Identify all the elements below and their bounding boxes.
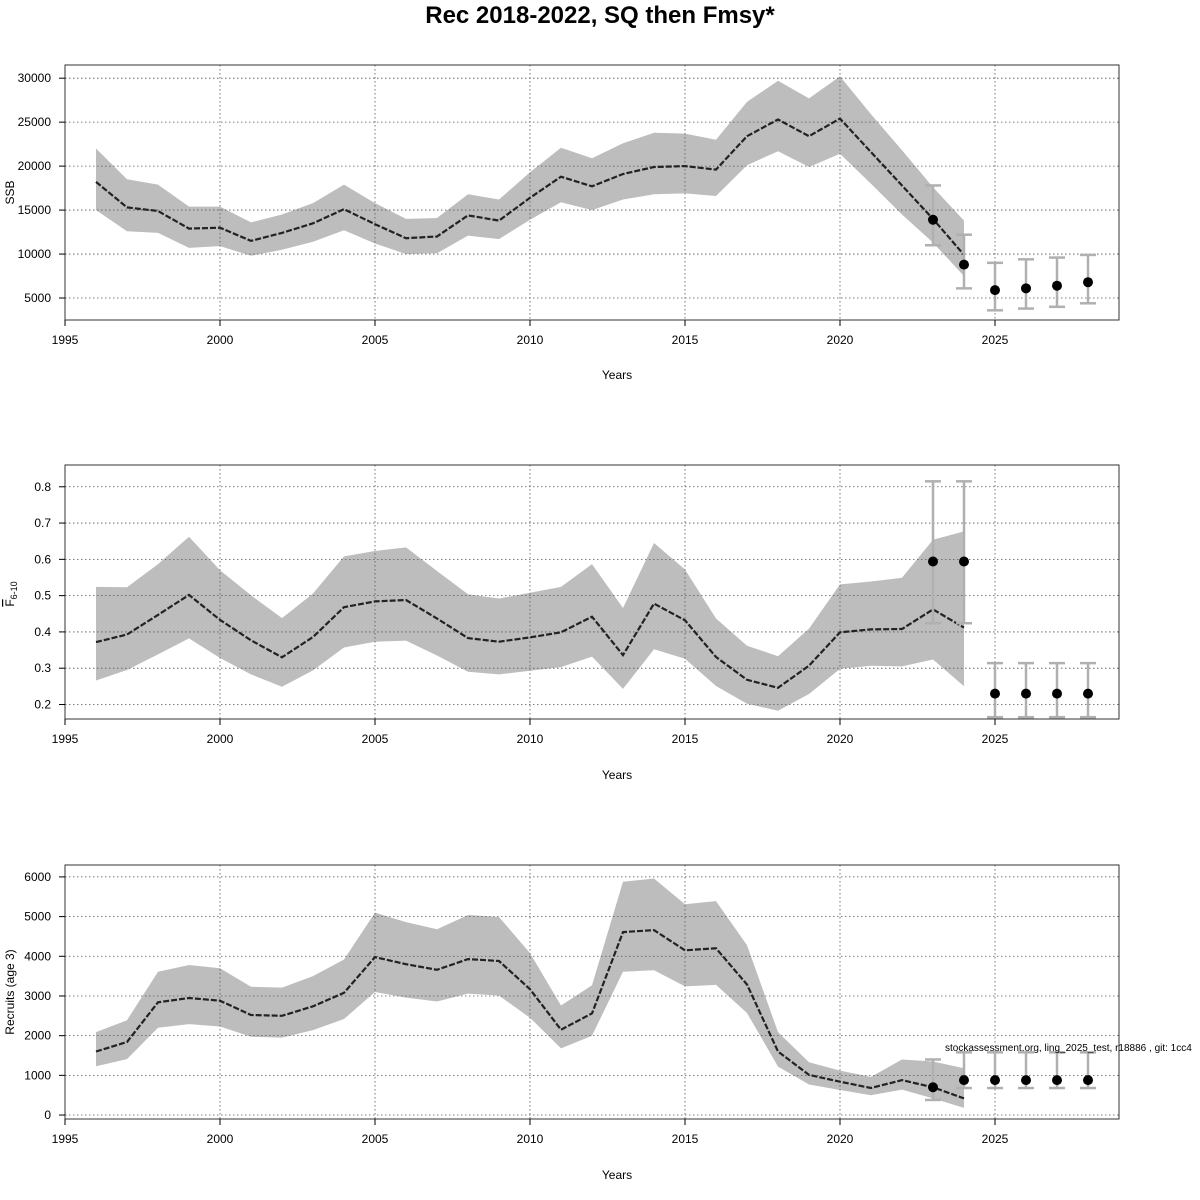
data-point-forecast bbox=[1021, 283, 1031, 294]
x-tick-label: 2010 bbox=[517, 333, 544, 347]
x-axis-title: Years bbox=[602, 368, 632, 382]
y-tick-label: 2000 bbox=[24, 1029, 51, 1043]
y-tick-label: 0.6 bbox=[34, 552, 51, 566]
x-axis-title: Years bbox=[602, 1168, 632, 1182]
x-tick-label: 2000 bbox=[207, 333, 234, 347]
y-tick-label: 1000 bbox=[24, 1068, 51, 1082]
y-tick-label: 0.4 bbox=[34, 625, 51, 639]
data-point-forecast bbox=[1083, 688, 1093, 699]
data-point-forecast bbox=[1021, 1075, 1031, 1086]
x-tick-label: 2005 bbox=[362, 732, 389, 746]
data-point-forecast bbox=[959, 259, 969, 270]
y-tick-label: 6000 bbox=[24, 870, 51, 884]
page-title: Rec 2018-2022, SQ then Fmsy* bbox=[425, 2, 775, 29]
y-tick-label: 30000 bbox=[18, 71, 52, 85]
x-tick-label: 2020 bbox=[827, 1132, 854, 1146]
footnote-annotation: stockassessment.org, ling_2025_test, r18… bbox=[945, 1043, 1192, 1054]
data-point-forecast bbox=[928, 214, 938, 225]
y-tick-label: 0.2 bbox=[34, 697, 51, 711]
x-tick-label: 2020 bbox=[827, 333, 854, 347]
series-line-estimate bbox=[95, 593, 965, 689]
y-axis-title: F6-10 bbox=[3, 581, 19, 606]
x-tick-label: 2005 bbox=[362, 333, 389, 347]
data-point-forecast bbox=[1052, 688, 1062, 699]
data-point-forecast bbox=[990, 285, 1000, 296]
x-tick-label: 1995 bbox=[52, 1132, 79, 1146]
data-point-forecast bbox=[1083, 1075, 1093, 1086]
y-tick-label: 5000 bbox=[24, 291, 51, 305]
x-tick-label: 2025 bbox=[982, 1132, 1009, 1146]
x-tick-label: 2025 bbox=[982, 732, 1009, 746]
y-tick-label: 10000 bbox=[18, 247, 52, 261]
x-tick-label: 2020 bbox=[827, 732, 854, 746]
x-tick-label: 2010 bbox=[517, 1132, 544, 1146]
y-tick-label: 25000 bbox=[18, 115, 52, 129]
plot-frame bbox=[64, 464, 1120, 720]
y-tick-label: 0.3 bbox=[34, 661, 51, 675]
y-tick-label: 5000 bbox=[24, 910, 51, 924]
x-tick-label: 2015 bbox=[672, 732, 699, 746]
data-point-forecast bbox=[928, 1082, 938, 1093]
x-axis-title: Years bbox=[602, 768, 632, 782]
x-tick-label: 2010 bbox=[517, 732, 544, 746]
data-point-forecast bbox=[928, 556, 938, 567]
data-point-forecast bbox=[990, 1075, 1000, 1086]
x-tick-label: 2005 bbox=[362, 1132, 389, 1146]
x-tick-label: 2015 bbox=[672, 333, 699, 347]
data-point-forecast bbox=[1021, 688, 1031, 699]
y-axis-title: Recruits (age 3) bbox=[3, 949, 17, 1034]
data-point-forecast bbox=[1052, 280, 1062, 291]
chart-panel-2: 1995 2000 2005 2010 2015 2020 2025 0.2 0.3 0.4 0.5… bbox=[3, 464, 1120, 782]
chart-panel-3: 1995 2000 2005 2010 2015 2020 2025 0 1000 2000 300… bbox=[3, 864, 1120, 1182]
plot-frame bbox=[64, 64, 1120, 321]
x-tick-label: 2015 bbox=[672, 1132, 699, 1146]
plot-frame bbox=[64, 864, 1120, 1120]
y-tick-label: 0 bbox=[44, 1108, 51, 1122]
y-tick-label: 0.8 bbox=[34, 480, 51, 494]
x-tick-label: 2025 bbox=[982, 333, 1009, 347]
data-point-forecast bbox=[959, 1075, 969, 1086]
data-point-forecast bbox=[990, 688, 1000, 699]
y-axis-title: SSB bbox=[3, 180, 17, 204]
y-tick-label: 0.7 bbox=[34, 516, 51, 530]
x-tick-label: 1995 bbox=[52, 732, 79, 746]
chart-panel-1: 1995 2000 2005 2010 2015 2020 2025 5000 10000 150… bbox=[3, 64, 1120, 382]
x-tick-label: 1995 bbox=[52, 333, 79, 347]
y-tick-label: 15000 bbox=[18, 203, 52, 217]
series-line-estimate bbox=[95, 928, 965, 1100]
confidence-band bbox=[96, 76, 964, 277]
series-line-estimate bbox=[95, 117, 965, 256]
data-point-forecast bbox=[1083, 277, 1093, 288]
data-point-forecast bbox=[959, 556, 969, 567]
y-tick-label: 0.5 bbox=[34, 589, 51, 603]
data-point-forecast bbox=[1052, 1075, 1062, 1086]
x-tick-label: 2000 bbox=[207, 732, 234, 746]
y-tick-label: 20000 bbox=[18, 159, 52, 173]
x-tick-label: 2000 bbox=[207, 1132, 234, 1146]
y-tick-label: 3000 bbox=[24, 989, 51, 1003]
y-tick-label: 4000 bbox=[24, 949, 51, 963]
